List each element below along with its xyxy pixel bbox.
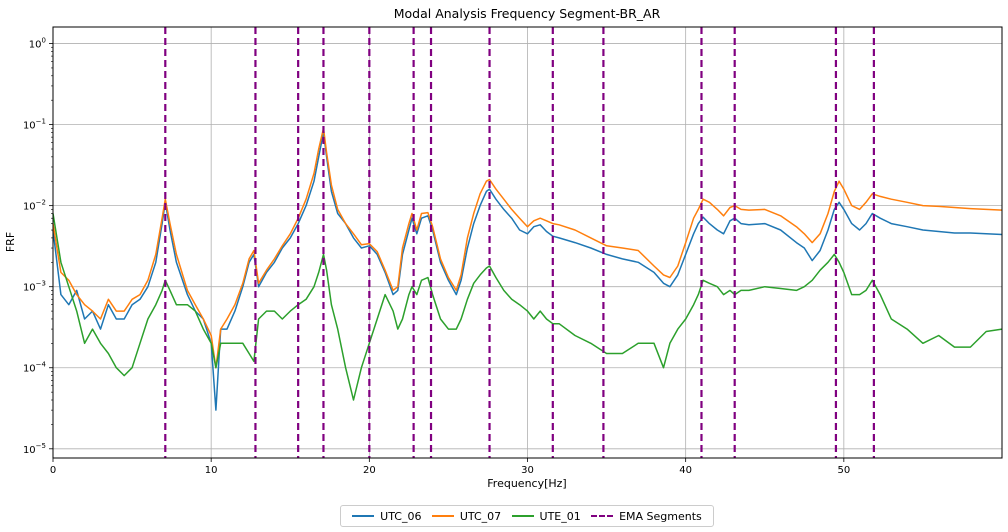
x-tick-label: 30	[521, 465, 534, 476]
legend-swatch-utc-06	[352, 515, 375, 517]
legend-item-ute-01: UTE_01	[511, 509, 581, 523]
legend-label-utc-07: UTC_07	[459, 509, 502, 523]
legend-swatch-ema-segments	[591, 515, 614, 517]
y-tick-label: 10−3	[23, 280, 46, 294]
legend-label-utc-06: UTC_06	[380, 509, 422, 523]
legend-item-ema-segments: EMA Segments	[591, 510, 702, 523]
y-tick-label: 10−2	[23, 199, 46, 213]
series-layer	[52, 127, 1003, 411]
x-tick-label: 20	[363, 465, 376, 476]
series-line-utc-07	[52, 127, 1003, 369]
ema-segment-lines	[164, 27, 875, 458]
y-tick-label: 10−1	[23, 118, 46, 132]
y-tick-label: 100	[29, 37, 46, 51]
x-tick-label: 50	[837, 465, 850, 476]
series-line-utc-06	[52, 131, 1003, 411]
series-line-ute-01	[52, 213, 1003, 401]
chart-title: Modal Analysis Frequency Segment-BR_AR	[394, 6, 661, 21]
grid	[52, 27, 1002, 458]
y-tick-label: 10−5	[23, 442, 46, 456]
legend-item-utc-07: UTC_07	[431, 509, 502, 523]
x-tick-label: 40	[679, 465, 692, 476]
legend-item-utc-06: UTC_06	[352, 510, 421, 523]
y-tick-label: 10−4	[23, 361, 47, 375]
legend: UTC_06 UTC_07 UTE_01 EMA Segments	[340, 505, 714, 527]
legend-swatch-utc-07	[431, 515, 454, 517]
legend-label-ute-01: UTE_01	[539, 509, 581, 523]
legend-swatch-ute-01	[511, 515, 534, 517]
legend-label-ema-segments: EMA Segments	[619, 509, 702, 523]
x-axis-label: Frequency[Hz]	[487, 477, 566, 490]
x-tick-label: 10	[205, 465, 218, 476]
x-tick-label: 0	[50, 465, 56, 476]
y-axis-label: FRF	[4, 232, 17, 252]
tick-layer: 0 10 20 30 40 50 10−5 10−4 10−3 10−2 10−1 100	[23, 37, 850, 476]
